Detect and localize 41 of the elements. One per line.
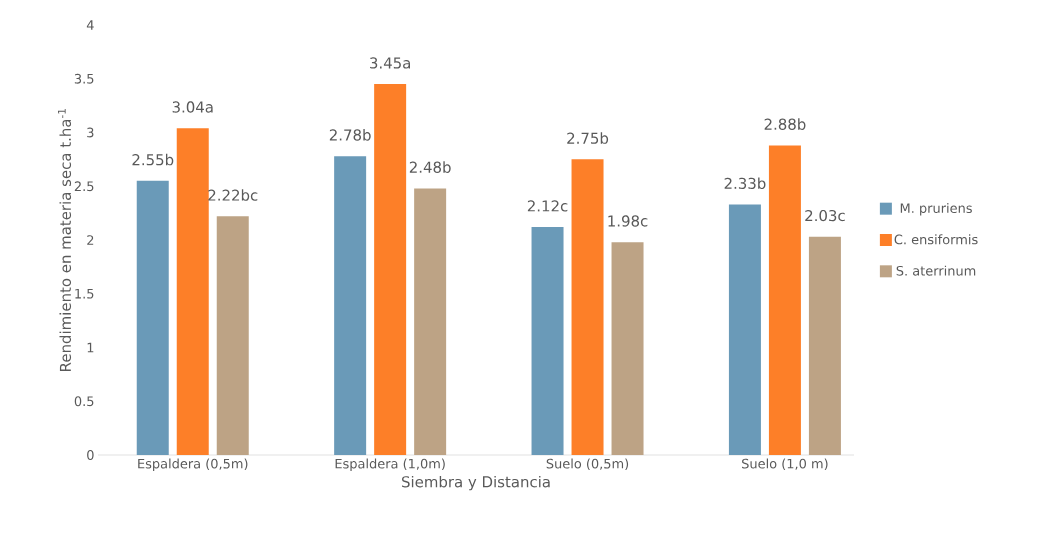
bar (216, 216, 249, 455)
data-label: 2.48b (409, 161, 451, 173)
x-tick-label: Espaldera (1,0m) (335, 458, 445, 472)
y-tick-label: 4 (86, 20, 94, 30)
y-tick-label: 3 (87, 127, 94, 138)
bar (728, 204, 761, 455)
bar (136, 180, 169, 455)
x-axis-title: Siembra y Distancia (402, 475, 550, 491)
bar (334, 156, 367, 455)
bar (531, 227, 564, 455)
y-tick-label: 0 (87, 450, 94, 460)
x-tick-label: Espaldera (0,5m) (138, 458, 248, 472)
bar (374, 84, 407, 455)
y-axis-title: Rendimiento en materia seca t.ha$^{-1}$ (58, 109, 72, 371)
bar (414, 188, 447, 455)
data-label: 3.04a (172, 101, 213, 113)
y-tick-label: 1.5 (75, 288, 94, 299)
y-tick-label: 0.5 (74, 396, 94, 407)
data-label: 2.33b (724, 177, 766, 190)
data-label: 2.78b (329, 129, 371, 141)
x-tick-label: Suelo (1,0 m) (742, 458, 828, 471)
legend-label: S. aterrinum (896, 265, 976, 276)
bar (611, 242, 644, 455)
bar (768, 145, 801, 455)
bar (808, 236, 841, 455)
y-tick-label: 2 (87, 235, 94, 245)
data-label: 3.45a (370, 57, 410, 69)
data-label: 2.03c (805, 209, 845, 222)
data-label: 2.75b (567, 132, 609, 144)
data-label: 2.12c (527, 200, 568, 212)
bar (176, 128, 209, 455)
data-label: 1.98c (608, 215, 648, 227)
y-tick-label: 3.5 (74, 73, 94, 84)
x-tick-label: Suelo (0,5m) (546, 458, 629, 471)
y-tick-label: 2.5 (74, 181, 94, 192)
legend-label: C. ensiformis (894, 234, 978, 245)
legend-label: M. pruriens (900, 203, 972, 216)
data-label: 2.55b (132, 153, 174, 166)
data-label: 2.88b (764, 118, 806, 130)
bar (571, 159, 604, 455)
y-tick-label: 1 (87, 342, 94, 353)
